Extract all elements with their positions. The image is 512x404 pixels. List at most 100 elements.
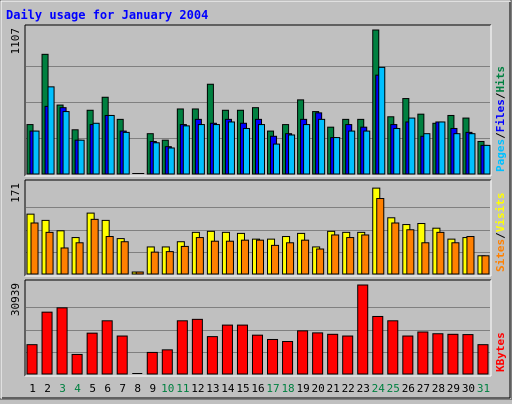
bar-kbytes-day-29: [447, 333, 459, 375]
x-tick-label-11: 11: [176, 382, 189, 395]
day-23-bars: [357, 284, 369, 375]
day-29-bars: [447, 114, 461, 175]
bar-sites-day-25: [391, 222, 400, 275]
x-tick-label-29: 29: [447, 382, 460, 395]
bar-kbytes-day-17: [267, 338, 279, 375]
day-8-bars: [132, 373, 143, 374]
bar-pages-day-23: [363, 130, 371, 175]
x-tick-label-24: 24: [372, 382, 386, 395]
bar-sites-day-2: [45, 231, 54, 275]
day-8-bars: [132, 173, 145, 174]
x-tick-label-27: 27: [417, 382, 430, 395]
legend-item-kbytes: KBytes: [494, 332, 507, 372]
x-tick-label-17: 17: [266, 382, 279, 395]
bar-kbytes-day-13: [206, 336, 218, 375]
x-tick-label-7: 7: [119, 382, 126, 395]
day-6-bars: [101, 96, 115, 175]
day-22-bars: [342, 231, 355, 275]
bar-kbytes-day-27: [417, 331, 429, 375]
day-13-bars: [206, 336, 218, 375]
bar-kbytes-day-14: [221, 324, 233, 375]
day-6-bars: [101, 219, 114, 275]
day-16-bars: [251, 238, 265, 275]
day-11-bars: [176, 241, 189, 275]
legend-visits: Sites/Visits: [494, 193, 507, 273]
bar-kbytes-day-8: [132, 373, 143, 374]
bar-sites-day-18: [286, 242, 295, 275]
day-24-bars: [372, 29, 386, 175]
day-25-bars: [387, 116, 401, 175]
legend-hits: Pages/Files/Hits: [494, 66, 507, 172]
bar-kbytes-day-10: [161, 349, 173, 375]
day-12-bars: [191, 108, 205, 175]
bar-kbytes-day-2: [41, 311, 53, 375]
day-20-bars: [312, 332, 324, 375]
day-20-bars: [312, 111, 326, 175]
day-27-bars: [417, 331, 429, 375]
day-8-bars: [131, 271, 144, 275]
x-tick-label-18: 18: [281, 382, 294, 395]
x-tick-label-6: 6: [104, 382, 111, 395]
bar-kbytes-day-23: [357, 284, 369, 375]
bar-pages-day-13: [212, 124, 220, 175]
day-30-bars: [462, 236, 475, 275]
day-14-bars: [221, 231, 234, 275]
x-tick-label-5: 5: [89, 382, 96, 395]
x-tick-label-30: 30: [462, 382, 475, 395]
panel-visits: 171 Sites/Visits: [9, 179, 507, 277]
chart-title: Daily usage for January 2004: [6, 8, 208, 22]
bar-sites-day-1: [30, 222, 39, 275]
day-10-bars: [161, 246, 174, 275]
bar-pages-day-3: [62, 111, 70, 175]
day-16-bars: [251, 334, 264, 375]
bar-kbytes-day-15: [236, 324, 248, 375]
x-tick-label-9: 9: [149, 382, 156, 395]
legend-kbytes: KBytes: [494, 332, 507, 372]
bar-pages-day-29: [453, 133, 461, 175]
day-18-bars: [282, 340, 294, 375]
legend-separator: /: [494, 232, 507, 239]
day-19-bars: [297, 232, 310, 275]
x-tick-label-31: 31: [477, 382, 490, 395]
bar-sites-day-15: [240, 239, 249, 275]
panel-kbytes: 30939 KBytes: [9, 279, 507, 377]
day-16-bars: [251, 107, 266, 175]
bar-sites-day-31: [481, 255, 490, 275]
day-1-bars: [26, 124, 40, 175]
bar-sites-day-5: [90, 218, 99, 275]
x-tick-label-25: 25: [387, 382, 400, 395]
bar-sites-day-17: [271, 244, 280, 275]
day-5-bars: [86, 332, 98, 375]
bar-kbytes-day-21: [327, 333, 339, 375]
legend-item-hits: Hits: [494, 66, 507, 93]
bar-pages-day-2: [47, 86, 55, 175]
day-27-bars: [417, 223, 430, 275]
bar-pages-day-15: [242, 127, 250, 175]
day-28-bars: [432, 333, 444, 375]
bar-pages-day-5: [92, 122, 100, 175]
bar-kbytes-day-16: [251, 334, 264, 375]
x-axis-labels: 1 2 3 4 5 6 7 8 9 10 11 12 13 14 15 16 17 18 19 20 21 22 23 24 2…: [29, 382, 490, 395]
bar-pages-day-31: [483, 144, 491, 175]
bar-pages-day-11: [182, 125, 190, 175]
x-tick-label-15: 15: [236, 382, 249, 395]
day-20-bars: [312, 246, 325, 275]
bar-pages-day-24: [378, 66, 386, 175]
bar-pages-day-17: [273, 143, 281, 175]
bar-pages-day-22: [348, 130, 356, 175]
bar-kbytes-day-26: [402, 335, 414, 375]
day-18-bars: [282, 124, 296, 175]
day-23-bars: [357, 231, 370, 275]
bar-kbytes-day-22: [342, 335, 354, 375]
legend-item-files: Files: [494, 99, 507, 132]
bar-sites-day-16: [255, 239, 265, 275]
bar-pages-day-10: [167, 147, 175, 175]
day-12-bars: [191, 231, 204, 275]
y-max-label: 1107: [9, 28, 22, 55]
x-tick-label-16: 16: [251, 382, 264, 395]
day-29-bars: [447, 238, 460, 275]
x-tick-label-4: 4: [74, 382, 81, 395]
bar-pages-day-19: [303, 124, 311, 175]
day-24-bars: [372, 187, 385, 275]
day-11-bars: [176, 108, 190, 175]
